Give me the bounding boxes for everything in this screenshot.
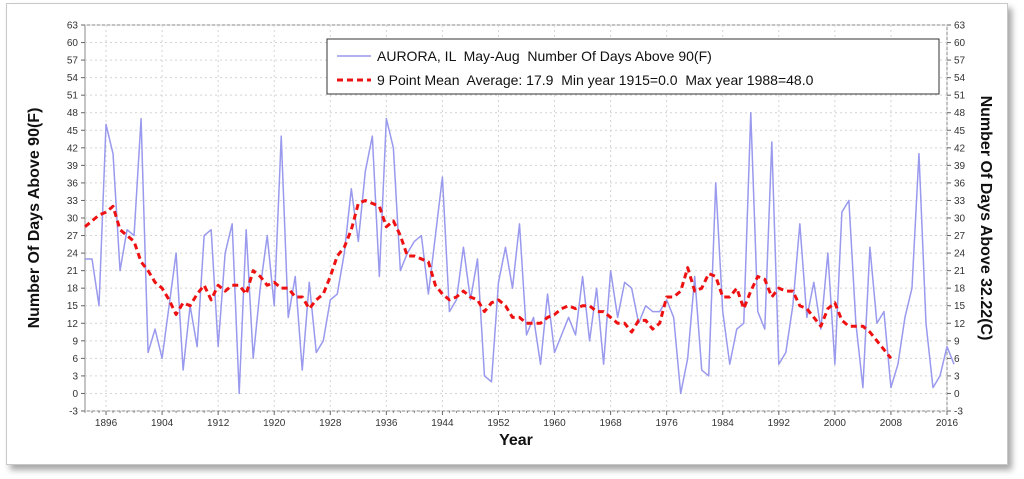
y-tick-label: 45 xyxy=(954,126,966,137)
y-tick-label: 30 xyxy=(67,214,79,225)
series-group xyxy=(84,111,955,395)
y-tick-label: 48 xyxy=(67,108,79,119)
y-tick-label: 39 xyxy=(954,161,966,172)
x-tick-label: 1952 xyxy=(487,418,510,429)
x-tick-label: 2000 xyxy=(824,418,847,429)
x-tick-label: 1960 xyxy=(543,418,566,429)
y-tick-label: 15 xyxy=(954,301,966,312)
y-tick-label: 18 xyxy=(954,284,966,295)
y-tick-label: 6 xyxy=(954,354,960,365)
series-line-9-point-mean xyxy=(84,198,893,360)
y-tick-label: 42 xyxy=(67,143,79,154)
y-tick-label: 54 xyxy=(954,73,966,84)
y-axis-right: -303691215182124273033363942454851545760… xyxy=(947,21,966,418)
x-tick-label: 1920 xyxy=(263,418,286,429)
y-tick-label: 54 xyxy=(67,73,79,84)
legend: AURORA, IL May-Aug Number Of Days Above … xyxy=(326,38,940,95)
y-tick-label: 9 xyxy=(954,336,960,347)
y-tick-label: 60 xyxy=(67,38,79,49)
y-tick-label: 33 xyxy=(954,196,966,207)
y-tick-label: 63 xyxy=(67,21,79,32)
y-tick-label: 57 xyxy=(954,56,966,67)
y-tick-label: 27 xyxy=(954,231,966,242)
y-tick-label: 63 xyxy=(954,21,966,32)
y-tick-label: 0 xyxy=(954,389,960,400)
x-tick-label: 2008 xyxy=(880,418,903,429)
y-tick-label: 36 xyxy=(954,178,966,189)
x-tick-label: 1936 xyxy=(375,418,398,429)
y-axis-title-right: Number Of Days Above 32.22(C) xyxy=(977,96,994,341)
x-tick-label: 1984 xyxy=(712,418,735,429)
x-tick-label: 1904 xyxy=(151,418,174,429)
y-tick-label: 3 xyxy=(72,371,78,382)
x-tick-label: 1912 xyxy=(207,418,230,429)
legend-label-mean: 9 Point Mean Average: 17.9 Min year 1915… xyxy=(377,72,814,88)
y-tick-label: 12 xyxy=(67,319,79,330)
y-tick-label: 24 xyxy=(954,249,966,260)
y-tick-label: 45 xyxy=(67,126,79,137)
y-tick-label: 27 xyxy=(67,231,79,242)
x-axis-title: Year xyxy=(499,432,533,449)
y-tick-label: 0 xyxy=(72,389,78,400)
y-tick-label: -3 xyxy=(954,407,963,418)
x-tick-label: 1928 xyxy=(319,418,342,429)
y-tick-label: 60 xyxy=(954,38,966,49)
x-axis: 1896 1904 1912 1920 1928 1936 1944 1952 1960 1968… xyxy=(84,411,959,429)
x-tick-label: 1896 xyxy=(95,418,118,429)
x-tick-label: 1992 xyxy=(768,418,791,429)
chart: -303691215182124273033363942454851545760… xyxy=(26,21,994,450)
y-tick-label: 39 xyxy=(67,161,79,172)
x-tick-label: 1944 xyxy=(431,418,454,429)
legend-box xyxy=(326,38,940,95)
y-axis-title-left: Number Of Days Above 90(F) xyxy=(26,108,43,329)
y-tick-label: 57 xyxy=(67,56,79,67)
y-tick-label: 15 xyxy=(67,301,79,312)
y-tick-label: 9 xyxy=(72,336,78,347)
x-tick-label: 1968 xyxy=(599,418,622,429)
chart-frame: -3 0 3 6 9 12 15 18 21 24 27 30 33 36 39 42 45 48 51 54 57 60… xyxy=(6,3,1008,465)
y-tick-label: 36 xyxy=(67,178,79,189)
y-tick-label: 51 xyxy=(954,91,966,102)
legend-label-raw: AURORA, IL May-Aug Number Of Days Above … xyxy=(377,48,712,64)
y-tick-label: 51 xyxy=(67,91,79,102)
x-tick-label: 1976 xyxy=(656,418,679,429)
y-tick-label: 42 xyxy=(954,143,966,154)
y-tick-label: 21 xyxy=(954,266,966,277)
y-tick-label: 33 xyxy=(67,196,79,207)
y-tick-label: -3 xyxy=(69,407,78,418)
x-tick-label: 2016 xyxy=(936,418,959,429)
y-tick-label: 21 xyxy=(67,266,79,277)
y-tick-label: 6 xyxy=(72,354,78,365)
y-tick-label: 24 xyxy=(67,249,79,260)
y-tick-label: 48 xyxy=(954,108,966,119)
y-tick-label: 18 xyxy=(67,284,79,295)
y-tick-label: 3 xyxy=(954,371,960,382)
y-tick-label: 30 xyxy=(954,214,966,225)
y-tick-label: 12 xyxy=(954,319,966,330)
y-axis-left: -303691215182124273033363942454851545760… xyxy=(67,21,85,418)
series-line-days-above-90 xyxy=(85,111,955,395)
